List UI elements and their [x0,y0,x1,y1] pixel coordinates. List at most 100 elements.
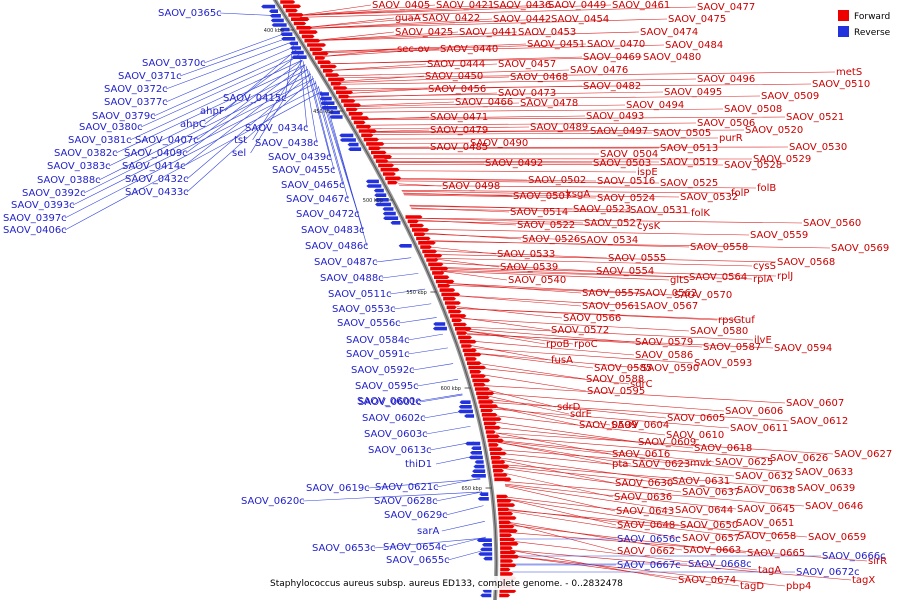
forward-label-connector [497,442,612,465]
forward-label-connector [456,306,563,319]
forward-gene-label-saov-0561: SAOV_0561 [582,301,640,312]
forward-label-connector [416,217,584,224]
forward-label-connector [505,485,616,512]
forward-label-connector [473,352,594,369]
forward-label-connector [440,268,689,278]
reverse-gene-label-saov-0409c: SAOV_0409c [124,148,188,159]
forward-label-connector [446,282,639,294]
forward-gene-label-saov-0526: SAOV_0526 [522,234,580,245]
forward-label-connector [506,498,617,526]
reverse-gene-label-saov-0434c: SAOV_0434c [245,123,309,134]
forward-label-connector [396,180,660,184]
reverse-gene-label-saov-0392c: SAOV_0392c [22,188,86,199]
reverse-gene-arrow [432,326,447,331]
forward-label-connector [461,318,690,332]
reverse-gene-label-saov-0472c: SAOV_0472c [296,209,360,220]
forward-gene-label-saov-0421: SAOV_0421 [436,0,494,11]
forward-label-connector [314,31,395,41]
reverse-label-connector [435,491,483,502]
reverse-gene-arrow [291,55,307,59]
forward-label-connector [341,78,697,85]
forward-label-connector [472,348,694,364]
reverse-label-connector [108,68,309,167]
forward-label-connector [404,194,597,199]
reverse-gene-label-saov-0483c: SAOV_0483c [301,225,365,236]
forward-label-connector [336,69,570,77]
forward-gene-label-saov-0519: SAOV_0519 [660,157,718,168]
reverse-gene-label-saov-0438c: SAOV_0438c [255,138,319,149]
forward-gene-arrow [487,438,504,443]
reverse-gene-label-tst: tst [234,135,247,146]
forward-label-connector [401,189,731,194]
reverse-gene-label-saov-0432c: SAOV_0432c [125,174,189,185]
tick-label-600-kbp: 600 kbp [441,386,461,392]
forward-gene-arrow [380,167,400,172]
reverse-gene-label-saov-0372c: SAOV_0372c [104,84,168,95]
forward-label-connector [499,449,795,473]
reverse-label-connector [367,478,481,489]
forward-gene-arrow [485,430,496,434]
forward-gene-label-folb: folB [757,183,776,194]
reverse-gene-arrow [269,14,281,18]
reverse-label-connector [314,80,349,200]
reverse-gene-label-ahpc: ahpC [180,119,206,130]
reverse-gene-arrow [398,244,412,248]
reverse-label-connector [381,273,419,279]
reverse-gene-label-saov-0397c: SAOV_0397c [3,213,67,224]
forward-label-connector [497,441,690,464]
forward-gene-arrow [325,73,340,77]
reverse-label-connector [179,37,289,77]
forward-label-connector [391,170,637,173]
forward-gene-label-saov-0605: SAOV_0605 [667,413,725,424]
reverse-label-connector [375,257,412,263]
forward-label-connector [355,104,626,109]
forward-gene-arrow [499,537,516,542]
forward-gene-label-saov-0625: SAOV_0625 [715,457,773,468]
reverse-label-connector [252,59,303,141]
forward-gene-label-saov-0508: SAOV_0508 [724,104,782,115]
forward-gene-arrow [459,339,477,344]
reverse-gene-label-saov-0656c: SAOV_0656c [617,534,681,545]
forward-gene-label-saov-0475: SAOV_0475 [668,14,726,25]
reverse-gene-label-saov-0383c: SAOV_0383c [47,161,111,172]
forward-label-connector [504,483,737,510]
reverse-gene-label-saov-0381c: SAOV_0381c [68,135,132,146]
forward-gene-label-saov-0527: SAOV_0527 [584,218,642,229]
forward-gene-arrow [309,47,323,52]
tick-label-550-kbp: 550 kbp [406,290,426,296]
forward-label-connector [431,250,608,259]
forward-label-connector [411,208,691,214]
forward-gene-label-saov-0457: SAOV_0457 [498,59,556,70]
reverse-gene-label-saov-0602c: SAOV_0602c [362,413,426,424]
forward-label-connector [421,229,750,236]
forward-gene-label-saov-0441: SAOV_0441 [459,27,517,38]
reverse-gene-arrow [464,414,475,418]
forward-gene-arrow [486,434,500,439]
forward-gene-arrow [315,56,326,60]
forward-gene-arrow [422,249,438,254]
reverse-gene-label-saov-0653c: SAOV_0653c [312,543,376,554]
forward-gene-arrow [491,460,506,464]
tick-label-650-kbp: 650 kbp [462,486,482,492]
forward-gene-label-ksga: ksgA [566,189,590,200]
forward-label-connector [496,436,770,459]
forward-gene-arrow [500,559,514,563]
forward-gene-label-saov-0662: SAOV_0662 [617,546,675,557]
forward-label-connector [346,88,428,94]
forward-label-connector [370,132,653,135]
forward-gene-label-saov-0623: SAOV_0623 [632,459,690,470]
forward-label-connector [348,91,664,97]
forward-label-connector [510,555,786,587]
forward-gene-label-saov-0639: SAOV_0639 [797,483,855,494]
reverse-gene-arrow [339,138,356,142]
forward-gene-label-saov-0674: SAOV_0674 [678,575,736,586]
forward-label-connector [332,63,498,71]
forward-gene-arrow [488,443,499,447]
forward-gene-arrow [478,400,494,404]
reverse-gene-label-saov-0620c: SAOV_0620c [241,496,305,507]
forward-gene-label-saov-0513: SAOV_0513 [660,143,718,154]
reverse-gene-arrow [474,460,484,464]
reverse-label-connector [305,65,331,158]
reverse-label-connector [324,97,368,247]
